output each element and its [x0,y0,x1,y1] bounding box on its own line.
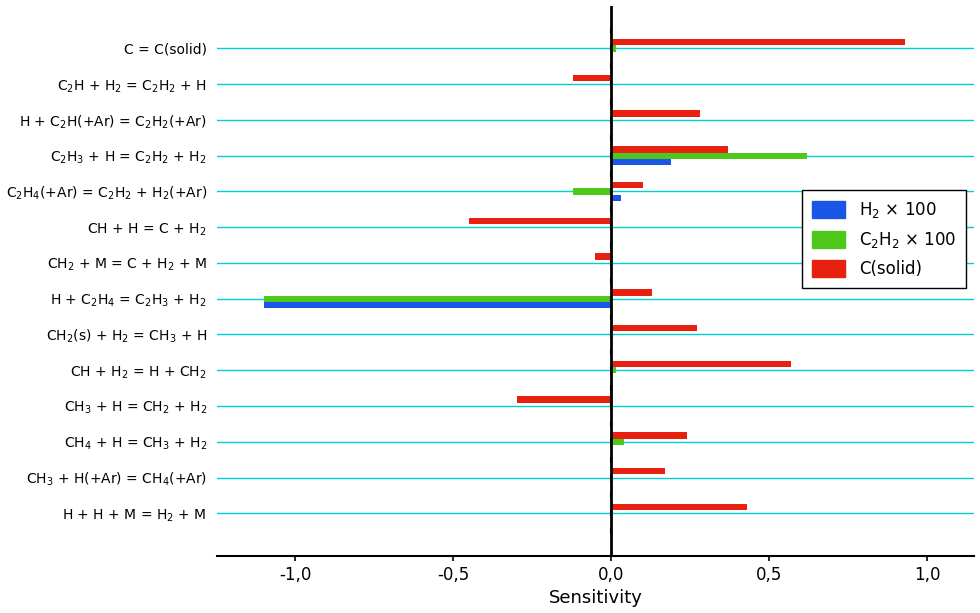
Bar [612,360,791,367]
Bar [612,110,700,116]
Bar [516,397,612,403]
Bar [612,504,747,510]
Bar [469,218,612,224]
Bar [612,39,905,45]
Bar [612,159,671,166]
Bar [596,253,612,260]
Bar [612,325,697,331]
Bar [612,182,643,188]
Bar [612,146,728,153]
Bar [612,432,687,438]
Bar [573,188,612,195]
Bar [612,195,620,201]
Legend: H$_2$ × 100, C$_2$H$_2$ × 100, C(solid): H$_2$ × 100, C$_2$H$_2$ × 100, C(solid) [802,190,966,288]
Bar [612,367,616,373]
Bar [612,289,653,295]
Bar [264,295,612,302]
Bar [612,438,624,445]
Bar [612,45,616,51]
Bar [264,302,612,308]
X-axis label: Sensitivity: Sensitivity [549,590,643,607]
Bar [573,75,612,81]
Bar [612,468,665,474]
Bar [612,153,808,159]
